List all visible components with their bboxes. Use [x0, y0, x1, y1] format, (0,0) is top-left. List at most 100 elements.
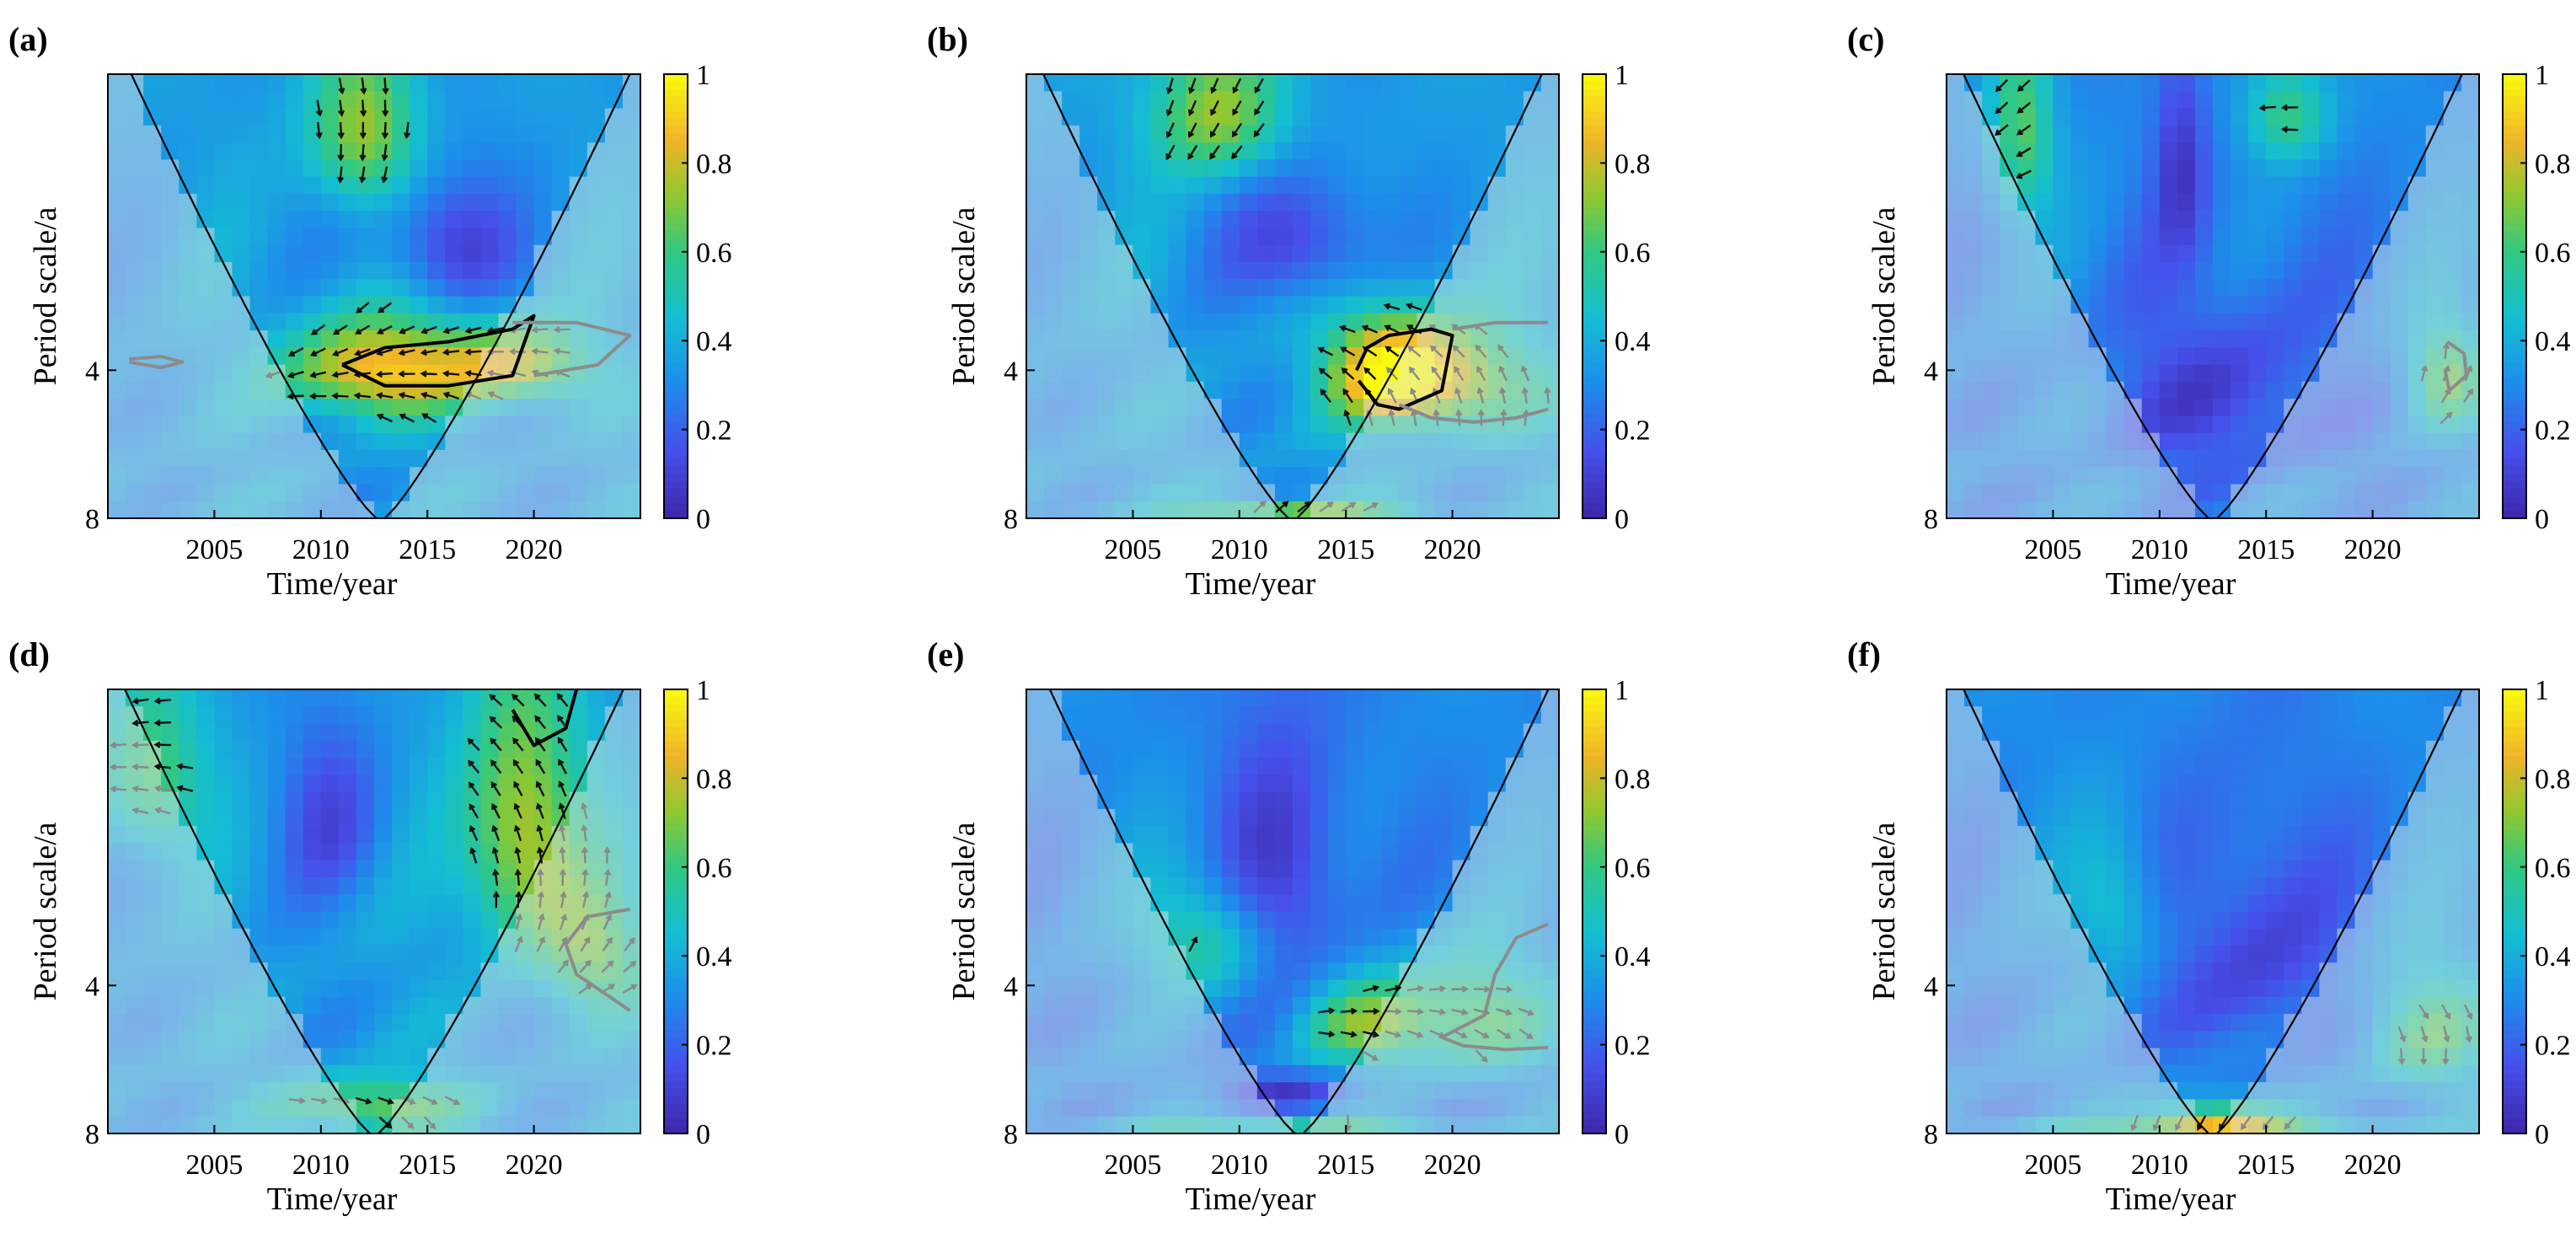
heatmap-cell [2248, 91, 2267, 110]
heatmap-cell [2284, 261, 2302, 280]
heatmap-cell [2088, 449, 2107, 468]
heatmap-cell [1452, 261, 1471, 280]
heatmap-cell [267, 415, 287, 434]
phase-arrow [2439, 411, 2453, 425]
heatmap-cell [249, 723, 269, 742]
colorbar-segment [1583, 355, 1606, 364]
heatmap-cell [232, 962, 251, 981]
heatmap-cell [232, 689, 251, 707]
cone-of-influence-right [1302, 689, 1550, 1134]
heatmap-cell [1062, 313, 1080, 331]
heatmap-cell [586, 399, 606, 416]
heatmap-cell [196, 91, 215, 110]
heatmap-cell [1150, 706, 1170, 725]
phase-arrow [1275, 501, 1289, 513]
heatmap-cell [1026, 843, 1045, 861]
heatmap-cell [1203, 791, 1223, 810]
heatmap-cell [445, 1082, 463, 1101]
x-axis-label: Time/year [267, 566, 398, 602]
heatmap-cell [2088, 706, 2107, 725]
heatmap-cell [1293, 159, 1311, 178]
heatmap-cell [196, 723, 215, 742]
heatmap-cell [1487, 860, 1507, 878]
heatmap-cell [143, 1014, 162, 1032]
colorbar-segment [1583, 429, 1606, 437]
heatmap-cell [2070, 706, 2090, 725]
heatmap-cell [1044, 330, 1063, 348]
colorbar-segment [1583, 214, 1606, 223]
heatmap-cell [1133, 928, 1152, 946]
heatmap-cell [1274, 211, 1293, 229]
heatmap-cell [303, 876, 322, 895]
heatmap-cell [2017, 860, 2036, 878]
heatmap-cell [1399, 244, 1418, 263]
heatmap-cell [1203, 723, 1223, 742]
heatmap-cell [604, 432, 624, 451]
heatmap-cell [143, 415, 162, 434]
heatmap-cell [1274, 979, 1293, 998]
heatmap-cell [1452, 928, 1471, 946]
heatmap-cell [1026, 1116, 1045, 1134]
heatmap-cell [232, 330, 251, 348]
heatmap-cell [1417, 228, 1436, 246]
heatmap-cell [1328, 979, 1347, 998]
heatmap-cell [2319, 484, 2338, 502]
heatmap-cell [1026, 74, 1045, 92]
heatmap-cell [196, 689, 215, 707]
heatmap-cell [1540, 211, 1560, 229]
heatmap-cell [480, 399, 500, 416]
heatmap-cell [2123, 449, 2143, 468]
heatmap-cell [249, 1082, 269, 1101]
heatmap-cell [1346, 91, 1364, 110]
heatmap-cell [498, 723, 517, 742]
heatmap-cell [2000, 244, 2018, 263]
heatmap-cell [1026, 399, 1045, 416]
heatmap-cell [1964, 723, 1983, 742]
heatmap-cell [410, 176, 428, 195]
heatmap-cell [2266, 364, 2284, 383]
heatmap-cell [303, 313, 322, 331]
heatmap-cell [1168, 1082, 1187, 1101]
heatmap-cell [1523, 467, 1542, 485]
heatmap-cell [1487, 501, 1507, 519]
heatmap-cell [2266, 432, 2284, 451]
heatmap-cell [2053, 1064, 2072, 1083]
heatmap-cell [622, 381, 641, 399]
heatmap-cell [1097, 979, 1116, 998]
heatmap-cell [1062, 996, 1080, 1015]
heatmap-cell [586, 689, 606, 707]
heatmap-cell [1982, 962, 2000, 981]
heatmap-cell [1328, 91, 1347, 110]
heatmap-cell [2123, 313, 2143, 331]
heatmap-cell [2372, 484, 2391, 502]
heatmap-cell [1964, 740, 1983, 758]
phase-arrow [491, 824, 501, 842]
heatmap-cell [2053, 791, 2072, 810]
heatmap-cell [1523, 484, 1542, 502]
heatmap-cell [1982, 808, 2000, 827]
heatmap-cell [1274, 449, 1293, 468]
heatmap-cell [1399, 928, 1418, 946]
heatmap-cell [392, 142, 410, 160]
heatmap-cell [1150, 381, 1170, 399]
colorbar-segment [664, 800, 688, 809]
heatmap-cell [1203, 774, 1223, 793]
phase-arrow [1383, 303, 1400, 311]
heatmap-cell [2319, 364, 2338, 383]
heatmap-cell [303, 723, 322, 742]
heatmap-cell [214, 843, 233, 861]
heatmap-cell [2106, 91, 2125, 110]
heatmap-cell [569, 330, 588, 348]
heatmap-cell [2319, 108, 2338, 126]
heatmap-cell [622, 911, 641, 930]
heatmap-cell [2390, 432, 2409, 451]
colorbar-segment [664, 882, 688, 890]
heatmap-cell [1150, 689, 1170, 707]
heatmap-cell [2194, 415, 2214, 434]
heatmap-cell [1062, 826, 1080, 844]
colorbar-segment [1583, 696, 1606, 705]
heatmap-cell [1540, 467, 1560, 485]
heatmap-cell [2461, 193, 2480, 212]
colorbar-segment [664, 948, 688, 957]
heatmap-cell [2159, 1099, 2178, 1117]
